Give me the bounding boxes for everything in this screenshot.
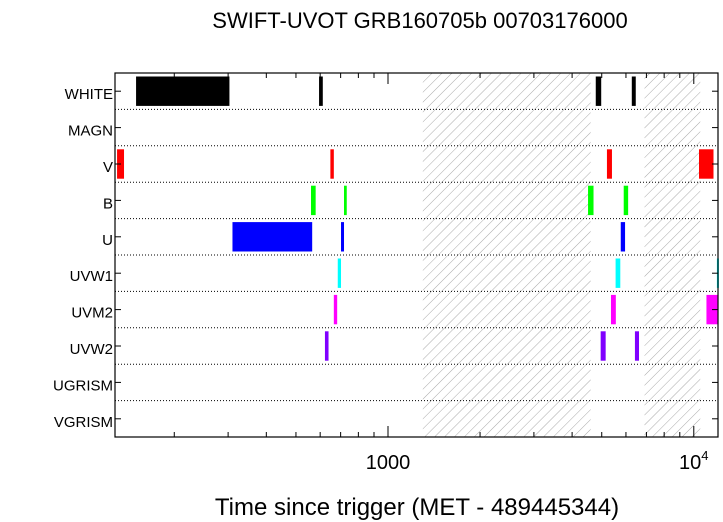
exposure-bar-v <box>606 149 612 179</box>
exposure-bar-uvw2 <box>324 331 329 361</box>
y-axis-ticks <box>115 90 718 420</box>
filter-label-ugrism: UGRISM <box>53 377 113 394</box>
exposure-bar-white <box>319 76 323 106</box>
filter-label-uvw2: UVW2 <box>70 341 113 358</box>
x-axis-label: Time since trigger (MET - 489445344) <box>215 494 619 521</box>
exposure-bar-uvw1 <box>337 258 342 288</box>
exposure-bar-white <box>136 76 230 106</box>
exposure-bar-u <box>232 222 313 252</box>
exposure-bar-b <box>311 185 316 216</box>
exposure-bar-u <box>341 222 345 252</box>
y-axis-filter-labels: WHITE MAGN V B U UVW1 UVM2 UVW2 UGRISM VGRISM <box>53 86 113 431</box>
exposure-bar-b <box>588 185 594 216</box>
exposure-bar-u <box>620 222 626 252</box>
filter-label-vgrism: VGRISM <box>54 414 113 431</box>
filter-label-u: U <box>102 232 113 249</box>
x-tick-label-1: 104 <box>679 448 708 474</box>
exposure-bar-uvw1 <box>615 258 621 288</box>
chart-title: SWIFT-UVOT GRB160705b 00703176000 <box>212 8 627 33</box>
x-axis-tick-labels: 1000 104 <box>366 448 709 474</box>
exposure-bar-white <box>595 76 602 106</box>
exposure-bar-white <box>631 76 636 106</box>
exposure-bar-v <box>330 149 334 179</box>
exposure-bar-uvm2 <box>610 294 616 325</box>
plot-frame <box>114 72 719 438</box>
filter-label-uvm2: UVM2 <box>71 305 113 322</box>
exposure-bar-b <box>344 185 347 216</box>
x-axis-ticks <box>173 73 695 437</box>
filter-label-uvw1: UVW1 <box>70 268 113 285</box>
filter-label-v: V <box>103 159 113 176</box>
exposure-bar-uvm2 <box>333 294 338 325</box>
exposure-bar-v <box>698 149 714 179</box>
filter-row-separators <box>115 108 718 402</box>
filter-label-b: B <box>103 195 113 212</box>
filter-label-magn: MAGN <box>68 123 113 140</box>
filter-label-white: WHITE <box>65 86 113 103</box>
exposure-bar-uvw2 <box>600 331 606 361</box>
exposure-bar-uvm2 <box>706 294 718 325</box>
x-tick-label-0: 1000 <box>366 452 411 474</box>
exposure-bar-b <box>623 185 629 216</box>
exposure-bar-uvw2 <box>634 331 640 361</box>
gap-region-1 <box>644 73 701 437</box>
